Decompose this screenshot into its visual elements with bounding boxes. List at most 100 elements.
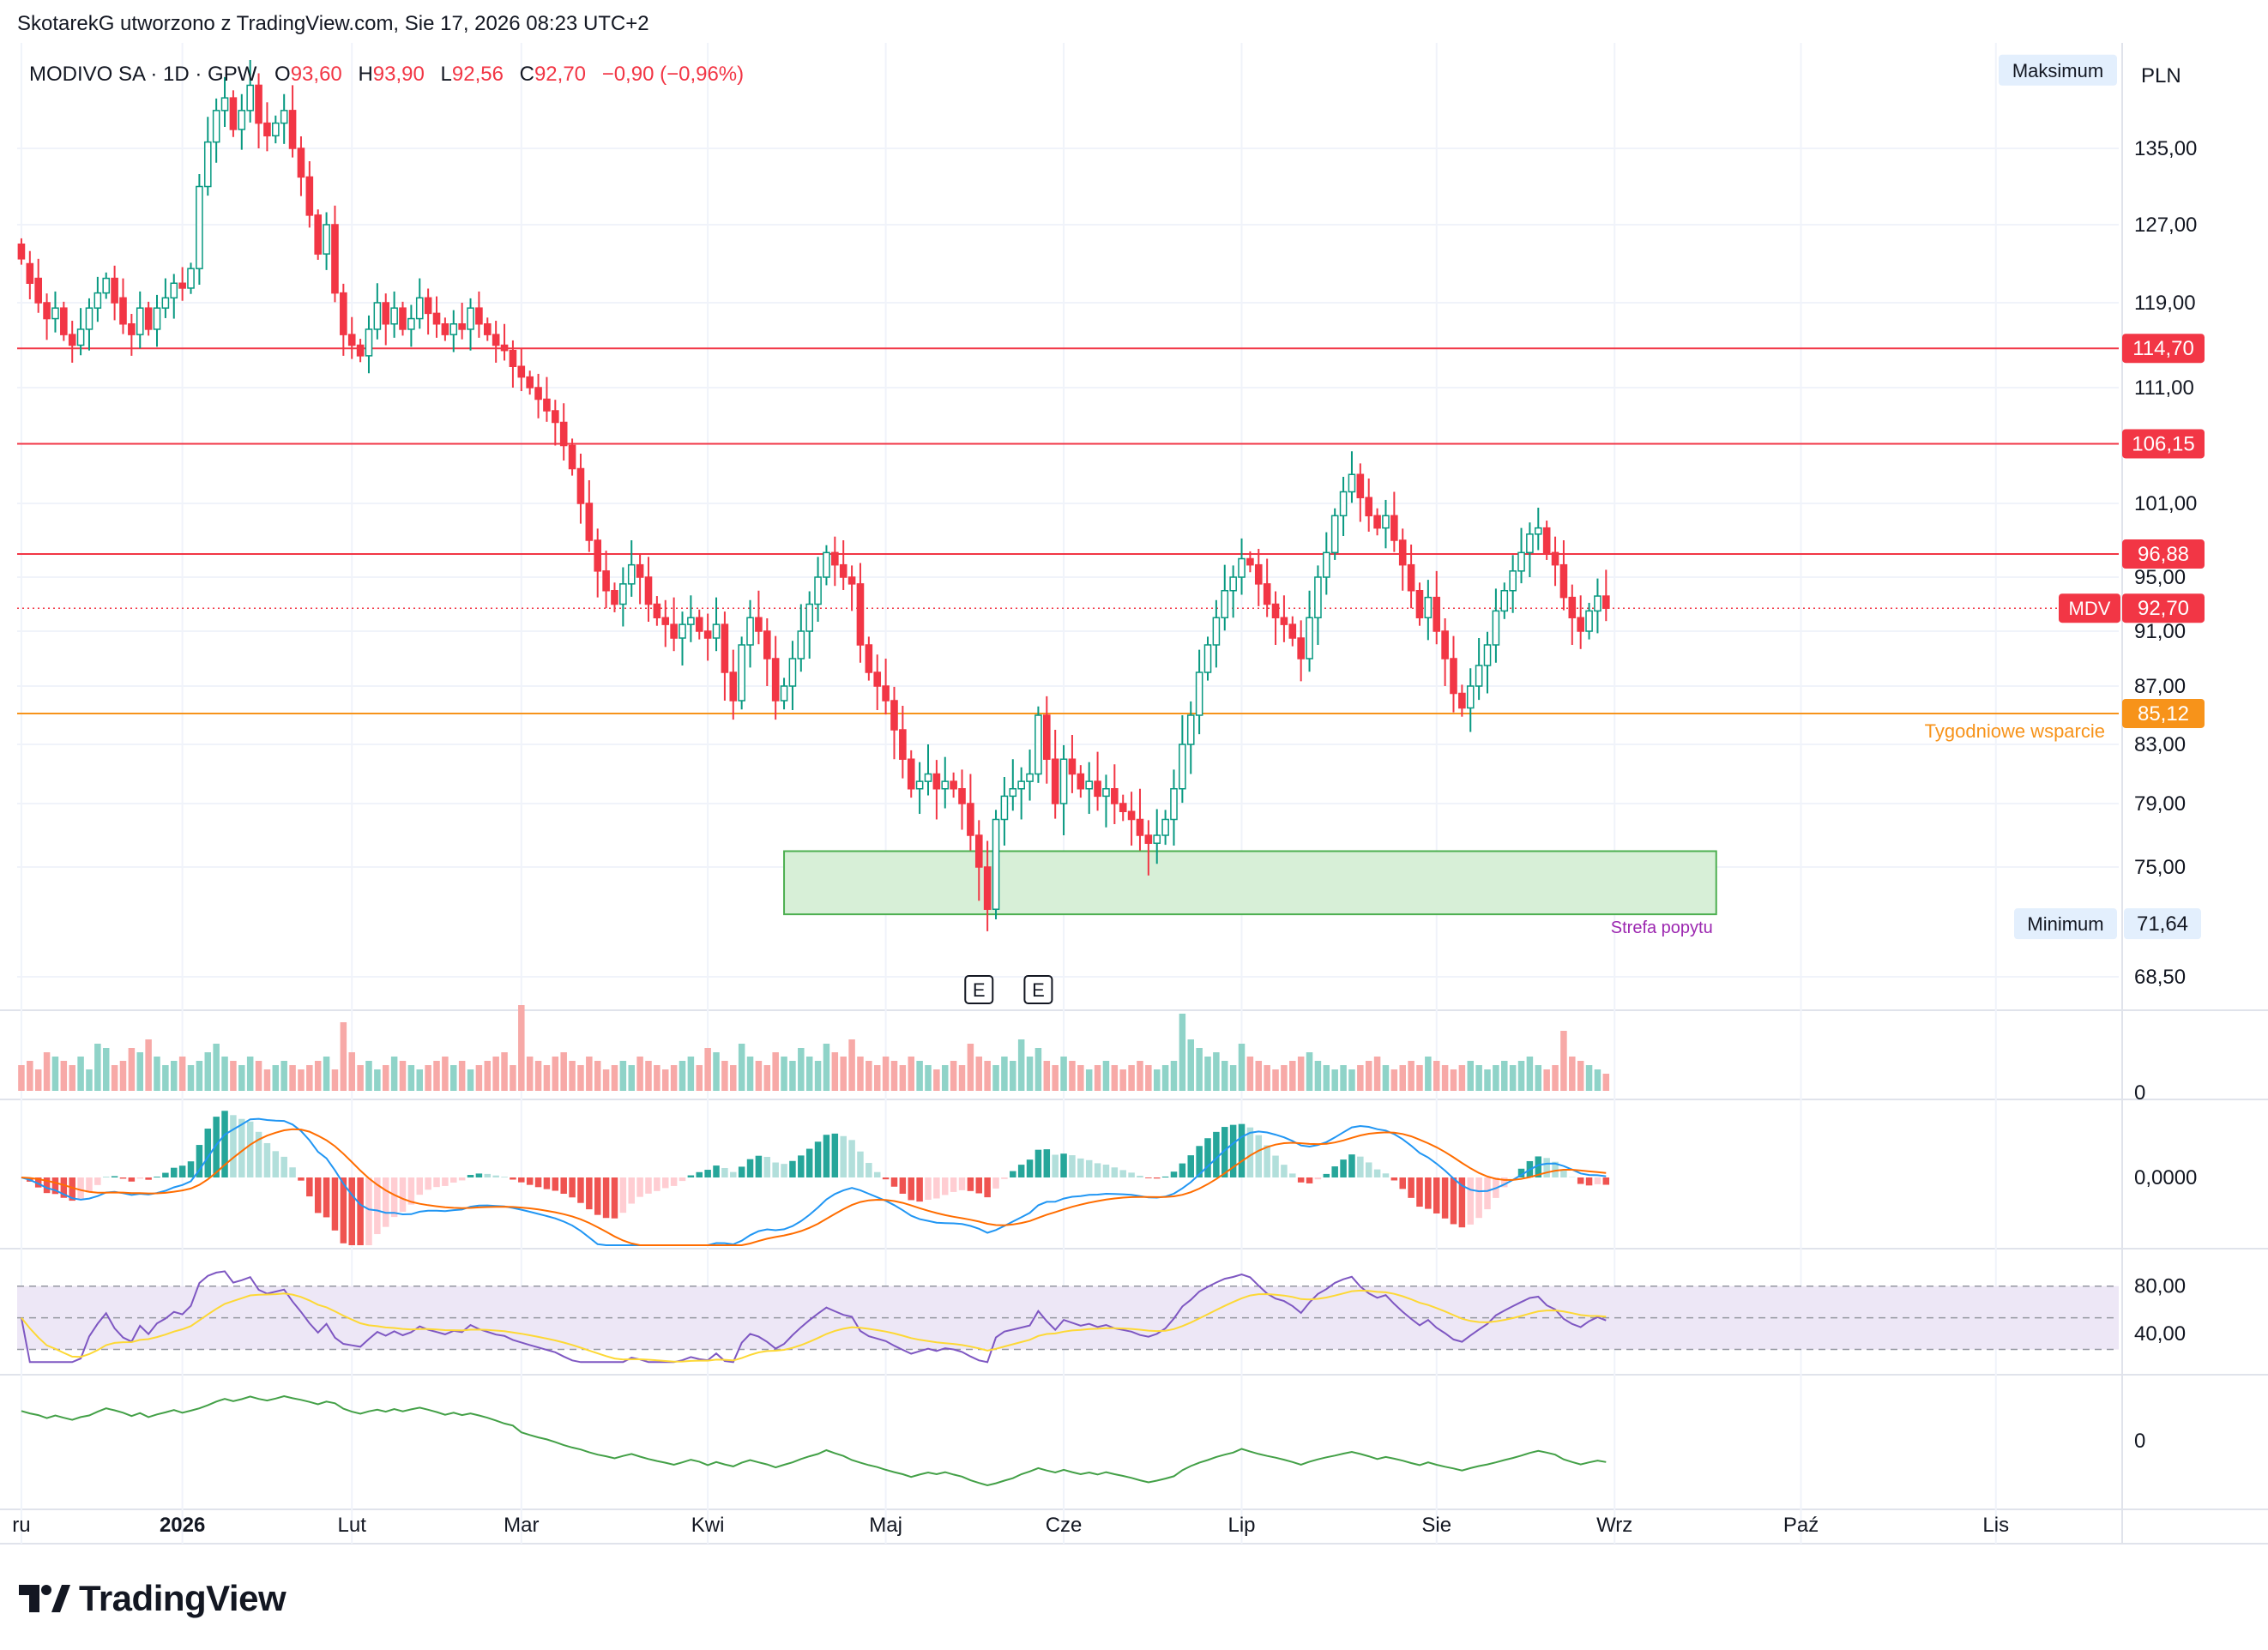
candle[interactable]	[823, 545, 830, 586]
candle[interactable]	[636, 553, 644, 605]
candle[interactable]	[119, 278, 127, 334]
candle[interactable]	[475, 291, 483, 338]
candle[interactable]	[746, 599, 754, 668]
candle[interactable]	[1492, 588, 1500, 663]
candle[interactable]	[983, 840, 992, 931]
candle[interactable]	[534, 373, 542, 419]
candle[interactable]	[1475, 638, 1483, 701]
candle[interactable]	[263, 102, 271, 152]
candle[interactable]	[1221, 564, 1229, 631]
candle[interactable]	[1500, 582, 1509, 619]
candle[interactable]	[1339, 476, 1348, 536]
candle[interactable]	[1195, 649, 1203, 735]
candle[interactable]	[1373, 508, 1381, 536]
candle[interactable]	[1179, 715, 1186, 804]
candle[interactable]	[34, 258, 43, 313]
candle[interactable]	[755, 590, 763, 645]
candle[interactable]	[1042, 696, 1051, 784]
candle[interactable]	[712, 597, 721, 652]
candle[interactable]	[1127, 792, 1136, 846]
candle[interactable]	[882, 659, 890, 715]
candle[interactable]	[670, 597, 678, 652]
candle[interactable]	[111, 265, 118, 321]
candle[interactable]	[1246, 551, 1254, 573]
candle[interactable]	[679, 611, 686, 665]
candle[interactable]	[144, 301, 153, 336]
candle[interactable]	[1441, 618, 1449, 686]
candle[interactable]	[899, 705, 907, 779]
candle[interactable]	[1356, 463, 1365, 522]
candle[interactable]	[729, 649, 738, 720]
candle[interactable]	[1000, 776, 1009, 846]
candle[interactable]	[1085, 762, 1094, 815]
candle[interactable]	[1051, 730, 1059, 819]
candle[interactable]	[687, 595, 695, 642]
candle[interactable]	[924, 744, 932, 796]
candle[interactable]	[1594, 578, 1601, 634]
candle[interactable]	[543, 376, 551, 422]
candle[interactable]	[458, 303, 466, 340]
candle[interactable]	[831, 536, 839, 587]
candle[interactable]	[1009, 759, 1017, 811]
candle[interactable]	[509, 340, 517, 388]
candle[interactable]	[331, 205, 339, 303]
candle[interactable]	[653, 596, 661, 626]
candle[interactable]	[552, 400, 559, 446]
candle[interactable]	[1280, 595, 1288, 642]
candle[interactable]	[203, 117, 212, 196]
candle[interactable]	[1271, 591, 1280, 645]
candle[interactable]	[1102, 774, 1110, 828]
candle[interactable]	[212, 98, 220, 163]
candle[interactable]	[856, 563, 865, 663]
candle[interactable]	[1186, 701, 1195, 774]
candle[interactable]	[51, 291, 59, 333]
candle[interactable]	[865, 636, 873, 681]
demand-zone[interactable]	[783, 850, 1717, 916]
earnings-marker[interactable]	[964, 975, 994, 1004]
candle[interactable]	[1297, 620, 1305, 682]
candle[interactable]	[1306, 590, 1313, 672]
candle[interactable]	[619, 567, 627, 627]
price-axis[interactable]: 135,00 127,00 119,00 111,00 101,00 95,00 91,00…	[1999, 54, 2205, 989]
candle[interactable]	[136, 291, 144, 349]
price-pane[interactable]: Strefa popytu Tygodniowe wsparcie E E	[17, 60, 2119, 1004]
candle[interactable]	[585, 480, 594, 552]
candle[interactable]	[1111, 764, 1119, 825]
candle[interactable]	[1059, 744, 1068, 835]
candle[interactable]	[1390, 491, 1398, 552]
candle[interactable]	[407, 304, 415, 347]
candle[interactable]	[196, 174, 203, 285]
candle[interactable]	[721, 611, 729, 701]
candle[interactable]	[1466, 668, 1475, 732]
candle[interactable]	[390, 291, 398, 338]
candle[interactable]	[1314, 565, 1322, 645]
candle[interactable]	[255, 73, 262, 148]
candle[interactable]	[187, 262, 195, 294]
candle[interactable]	[797, 604, 805, 672]
candle[interactable]	[1433, 570, 1441, 645]
candle[interactable]	[220, 76, 229, 127]
candle[interactable]	[1068, 734, 1077, 793]
candle[interactable]	[1136, 788, 1144, 851]
candle[interactable]	[356, 339, 365, 363]
candle[interactable]	[1288, 616, 1297, 647]
candle[interactable]	[611, 582, 618, 612]
candle[interactable]	[932, 760, 941, 820]
earnings-marker[interactable]	[1023, 975, 1053, 1004]
candle[interactable]	[1254, 549, 1263, 606]
candle[interactable]	[1026, 750, 1034, 801]
candle[interactable]	[1094, 751, 1101, 811]
candle[interactable]	[1602, 569, 1610, 622]
candle[interactable]	[102, 272, 111, 299]
candle[interactable]	[373, 283, 382, 340]
candle[interactable]	[365, 315, 373, 374]
candle[interactable]	[170, 274, 178, 319]
candle[interactable]	[1119, 794, 1127, 822]
candle[interactable]	[314, 209, 323, 260]
candle[interactable]	[1034, 706, 1042, 783]
candle[interactable]	[26, 250, 34, 300]
candle[interactable]	[449, 310, 458, 352]
candle[interactable]	[1382, 499, 1390, 549]
candle[interactable]	[229, 90, 238, 137]
